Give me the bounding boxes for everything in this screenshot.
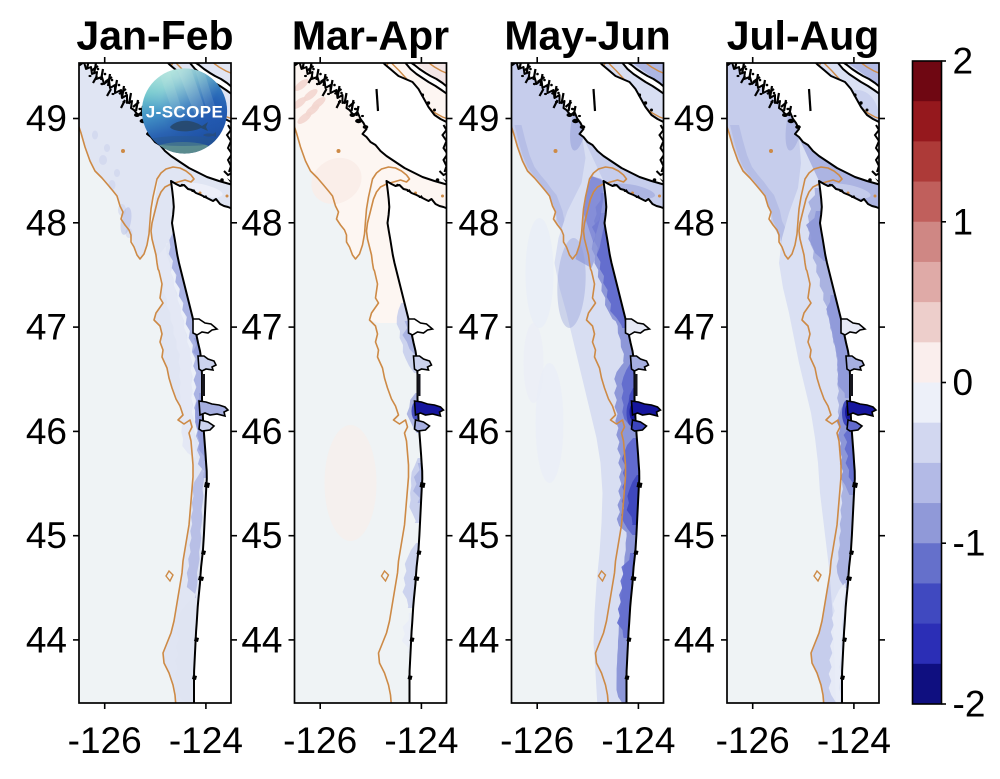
svg-text:44: 44 <box>26 619 67 660</box>
svg-text:-2: -2 <box>953 684 986 725</box>
svg-text:47: 47 <box>241 307 282 348</box>
svg-text:48: 48 <box>26 202 67 243</box>
svg-text:J-SCOPE: J-SCOPE <box>146 103 223 122</box>
svg-text:-126: -126 <box>283 720 357 761</box>
svg-text:-126: -126 <box>716 720 790 761</box>
svg-text:49: 49 <box>458 98 499 139</box>
svg-text:-124: -124 <box>601 720 675 761</box>
svg-text:48: 48 <box>241 202 282 243</box>
svg-text:-124: -124 <box>817 720 891 761</box>
svg-text:46: 46 <box>241 411 282 452</box>
svg-text:-124: -124 <box>169 720 243 761</box>
svg-text:48: 48 <box>458 202 499 243</box>
svg-text:-126: -126 <box>500 720 574 761</box>
svg-text:45: 45 <box>458 515 499 556</box>
svg-text:2: 2 <box>953 41 974 82</box>
svg-text:-1: -1 <box>953 523 986 564</box>
svg-text:-124: -124 <box>384 720 458 761</box>
svg-text:44: 44 <box>241 619 282 660</box>
svg-text:47: 47 <box>674 307 715 348</box>
svg-text:Jul-Aug: Jul-Aug <box>727 13 880 59</box>
svg-text:46: 46 <box>26 411 67 452</box>
svg-text:Mar-Apr: Mar-Apr <box>292 13 449 59</box>
svg-text:0: 0 <box>953 362 974 403</box>
svg-text:45: 45 <box>674 515 715 556</box>
svg-text:-126: -126 <box>68 720 142 761</box>
svg-text:May-Jun: May-Jun <box>504 13 670 59</box>
svg-text:49: 49 <box>241 98 282 139</box>
svg-text:47: 47 <box>458 307 499 348</box>
svg-text:Jan-Feb: Jan-Feb <box>76 13 233 59</box>
svg-text:45: 45 <box>241 515 282 556</box>
svg-text:49: 49 <box>26 98 67 139</box>
svg-text:45: 45 <box>26 515 67 556</box>
svg-text:1: 1 <box>953 201 974 242</box>
svg-text:47: 47 <box>26 307 67 348</box>
svg-text:46: 46 <box>458 411 499 452</box>
svg-text:44: 44 <box>674 619 715 660</box>
svg-text:44: 44 <box>458 619 499 660</box>
svg-text:48: 48 <box>674 202 715 243</box>
svg-text:49: 49 <box>674 98 715 139</box>
svg-text:46: 46 <box>674 411 715 452</box>
